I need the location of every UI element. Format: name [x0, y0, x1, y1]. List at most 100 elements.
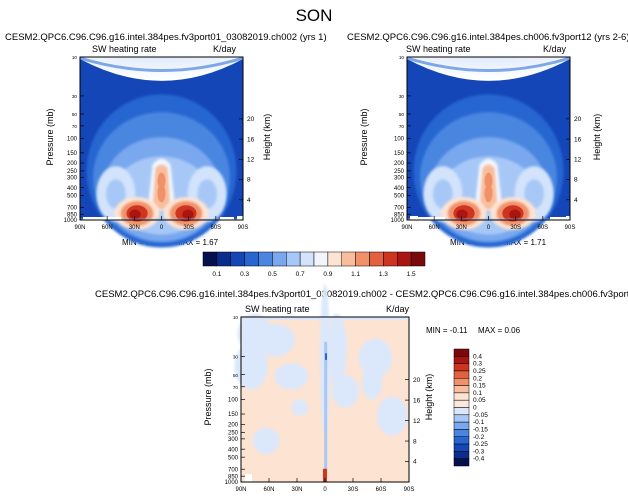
- y2-tick-label: 20: [247, 116, 255, 123]
- negative-region: [274, 363, 309, 390]
- contour-field: [234, 284, 409, 482]
- y-tick-label: 1000: [225, 480, 239, 486]
- column-max-mid: [484, 184, 493, 203]
- stratosphere-band: [407, 57, 570, 81]
- x-tick-label: 60N: [429, 225, 440, 231]
- y-tick-label: 100: [67, 137, 78, 143]
- contour-field: [406, 56, 571, 248]
- min-label: MIN = -0.11: [426, 326, 468, 335]
- colorbar-label: 0.5: [268, 271, 277, 278]
- lateral-lobe-core: [433, 179, 453, 209]
- y2-tick-label: 16: [574, 136, 582, 143]
- colorbar-swatch: [453, 392, 470, 401]
- stratosphere-band: [80, 57, 243, 81]
- colorbar-swatch: [453, 348, 470, 357]
- panel-title: CESM2.QPC6.C96.C96.g16.intel.384pes.fv3p…: [5, 32, 327, 43]
- missing-data: [415, 217, 445, 220]
- y-tick-label: 500: [67, 194, 78, 200]
- equatorial-negative: [324, 341, 328, 474]
- y-tick-label: 1000: [64, 218, 78, 224]
- y2-tick-label: 4: [574, 197, 578, 204]
- y-tick-label: 30: [399, 94, 405, 99]
- y-tick-label: 30: [72, 94, 78, 99]
- colorbar-swatch: [453, 443, 470, 452]
- colorbar-swatch: [244, 251, 259, 267]
- x-tick-label: 90S: [565, 225, 576, 231]
- low-level-peak-max: [456, 209, 468, 220]
- colorbar-vertical: 0.40.30.250.20.150.10.050-0.05-0.1-0.15-…: [453, 348, 488, 467]
- colorbar-swatch: [286, 251, 301, 267]
- y2-tick-label: 20: [413, 377, 421, 384]
- axes: 1030507010015020025030040050070085010002…: [391, 55, 582, 231]
- y2-tick-label: 12: [413, 418, 421, 425]
- panel-top-right: CESM2.QPC6.C96.C96.g16.intel.384pes.ch00…: [347, 32, 628, 248]
- colorbar-label: -0.4: [473, 456, 485, 463]
- units-label: K/day: [213, 44, 237, 54]
- colorbar-swatch: [453, 429, 470, 437]
- colorbar-label: -0.05: [473, 412, 488, 419]
- colorbar-label: 0.15: [473, 383, 486, 390]
- negative-region: [331, 374, 359, 408]
- colorbar-swatch: [453, 436, 470, 445]
- stratosphere-edge: [79, 56, 244, 72]
- max-label: MAX = 0.06: [478, 326, 521, 335]
- colorbar-swatch: [383, 251, 398, 267]
- y-tick-label: 500: [228, 455, 239, 461]
- colorbar-swatch: [258, 251, 273, 267]
- negative-region: [358, 338, 393, 379]
- y-tick-label: 850: [67, 212, 78, 218]
- y-tick-label: 700: [67, 206, 78, 212]
- x-tick-label: 90S: [404, 487, 415, 493]
- y-tick-label: 200: [67, 161, 78, 167]
- x-tick-label: 0: [323, 487, 327, 493]
- colorbar-swatch: [355, 251, 370, 267]
- y2-tick-label: 4: [247, 197, 251, 204]
- column-max-upper: [484, 172, 493, 189]
- colorbar-swatch: [453, 421, 470, 430]
- colorbar-swatch: [299, 251, 315, 267]
- y-tick-label: 10: [72, 55, 78, 60]
- negative-region: [326, 313, 347, 387]
- y2-axis-label: Height (km): [424, 374, 434, 421]
- y2-tick-label: 12: [574, 157, 582, 164]
- y-tick-label: 200: [228, 423, 239, 429]
- x-tick-label: 0: [487, 225, 491, 231]
- colorbar-swatch: [453, 363, 470, 372]
- colorbar-label: 0.25: [473, 368, 486, 375]
- y-axis-label: Pressure (mb): [359, 108, 369, 165]
- panel-title: CESM2.QPC6.C96.C96.g16.intel.384pes.ch00…: [347, 32, 628, 43]
- y-tick-label: 50: [72, 112, 78, 117]
- y2-tick-label: 8: [247, 177, 251, 184]
- colorbar-swatch: [202, 251, 218, 267]
- missing-data: [566, 216, 570, 220]
- colorbar-swatch: [216, 251, 231, 267]
- low-level-peak-max: [182, 209, 194, 220]
- y-tick-label: 70: [399, 124, 405, 129]
- y-tick-label: 850: [394, 212, 405, 218]
- main-title: SON: [296, 6, 333, 25]
- colorbar-label: 0.4: [473, 353, 482, 360]
- colorbar-label: -0.3: [473, 448, 485, 455]
- colorbar-label: 0: [473, 405, 477, 412]
- colorbar-swatch: [397, 251, 412, 267]
- colorbar-swatch: [453, 407, 470, 416]
- y-tick-label: 50: [233, 373, 239, 378]
- y-tick-label: 300: [228, 437, 239, 443]
- colorbar-label: 0.1: [473, 390, 482, 397]
- missing-data: [245, 474, 252, 482]
- y2-tick-label: 12: [247, 157, 255, 164]
- equatorial-positive: [322, 468, 327, 482]
- lateral-lobe-core: [197, 179, 217, 209]
- y2-tick-label: 8: [574, 177, 578, 184]
- colorbar-label: 1.3: [379, 271, 388, 278]
- negative-region: [252, 427, 280, 454]
- units-label: K/day: [386, 304, 410, 314]
- x-tick-label: 60N: [102, 225, 113, 231]
- colorbar-label: 0.3: [473, 361, 482, 368]
- y2-axis-label: Height (km): [592, 114, 602, 161]
- y-tick-label: 1000: [391, 218, 405, 224]
- y-tick-label: 10: [233, 315, 239, 320]
- colorbar-label: 0.7: [296, 271, 305, 278]
- variable-label: SW heating rate: [245, 304, 310, 314]
